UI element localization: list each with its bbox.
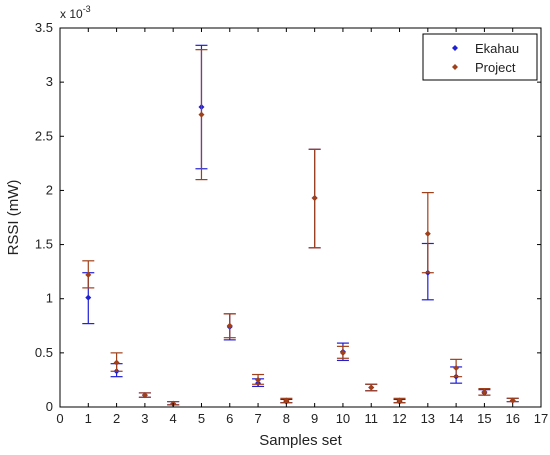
data-point	[198, 111, 205, 118]
legend: Ekahau Project	[422, 33, 538, 81]
axis-ticks: 0 1 2 3 4 5 6 7 8 9 10 11 12 13 14 15 16 1700.511.522.533…	[35, 20, 548, 426]
data-point	[509, 397, 516, 404]
y-tick-label: 0.5	[35, 345, 53, 360]
legend-box	[422, 33, 538, 81]
y-tick-label: 1.5	[35, 237, 53, 252]
series-project	[82, 49, 519, 407]
plot-area	[60, 28, 541, 407]
data-point	[396, 397, 403, 404]
x-tick-label: 10	[336, 411, 350, 426]
y-axis-label: RSSI (mW)	[5, 180, 22, 256]
x-tick-label: 5	[198, 411, 205, 426]
data-point	[481, 388, 488, 395]
x-axis-label: Samples set	[259, 432, 342, 449]
data-point	[85, 294, 92, 301]
x-tick-label: 2	[113, 411, 120, 426]
x-tick-label: 8	[283, 411, 290, 426]
data-point	[339, 349, 346, 356]
data-point	[141, 392, 148, 399]
x-tick-label: 6	[226, 411, 233, 426]
x-tick-label: 12	[392, 411, 406, 426]
data-point	[368, 384, 375, 391]
x-tick-label: 15	[477, 411, 491, 426]
x-tick-label: 3	[141, 411, 148, 426]
data-marks	[82, 44, 519, 407]
data-point	[113, 359, 120, 366]
legend-label: Project	[475, 60, 516, 75]
x-tick-label: 11	[364, 411, 378, 426]
x-tick-label: 14	[449, 411, 463, 426]
data-point	[424, 230, 431, 237]
y-tick-label: 1	[46, 291, 53, 306]
x-tick-label: 0	[56, 411, 63, 426]
legend-marker	[452, 64, 458, 70]
x-tick-label: 16	[505, 411, 519, 426]
x-tick-label: 9	[311, 411, 318, 426]
y-exponent-label: x 10-3	[60, 4, 91, 21]
legend-marker	[452, 45, 458, 51]
data-point	[226, 322, 233, 329]
y-tick-label: 2	[46, 182, 53, 197]
x-tick-label: 1	[85, 411, 92, 426]
y-tick-label: 0	[46, 399, 53, 414]
data-point	[85, 271, 92, 278]
x-tick-label: 7	[254, 411, 261, 426]
x-tick-label: 13	[421, 411, 435, 426]
y-tick-label: 3	[46, 74, 53, 89]
y-tick-label: 3.5	[35, 20, 53, 35]
data-point	[311, 195, 318, 202]
y-tick-label: 2.5	[35, 128, 53, 143]
x-tick-label: 17	[534, 411, 548, 426]
data-point	[453, 365, 460, 372]
plot-frame	[59, 27, 542, 408]
x-tick-label: 4	[170, 411, 177, 426]
legend-label: Ekahau	[475, 41, 519, 56]
data-point	[255, 376, 262, 383]
data-point	[283, 397, 290, 404]
